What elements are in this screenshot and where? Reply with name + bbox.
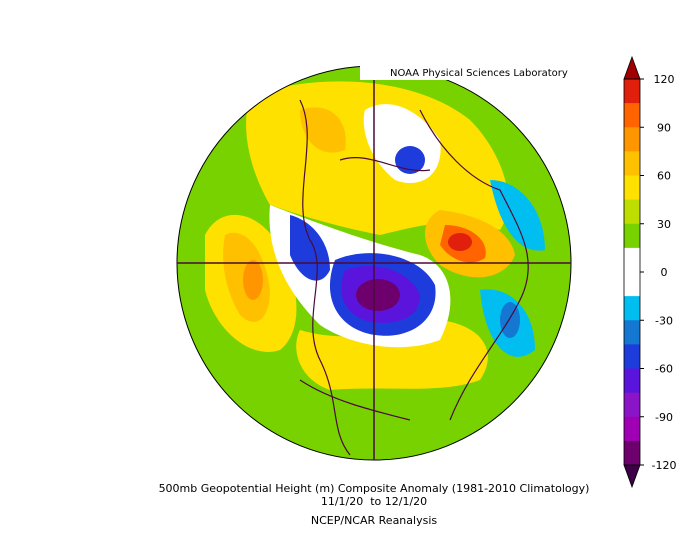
caption-title: 500mb Geopotential Height (m) Composite … (159, 482, 590, 495)
colorbar-band (624, 392, 640, 418)
colorbar-tick-label: 30 (657, 218, 671, 231)
colorbar-tick-label: 120 (654, 73, 675, 86)
colorbar-band (624, 416, 640, 442)
colorbar-band (624, 127, 640, 152)
colorbar-band (624, 103, 640, 128)
colorbar-tick-label: 60 (657, 170, 671, 183)
colorbar-band (624, 175, 640, 201)
colorbar-tick-label: -30 (655, 314, 673, 327)
colorbar-tick-label: -90 (655, 411, 673, 424)
colorbar: 120 90 60 30 0 -30 -60 -90 -120 (623, 55, 677, 489)
colorbar-band (624, 272, 640, 297)
colorbar-band (624, 151, 640, 176)
colorbar-band (624, 320, 640, 345)
colorbar-band (624, 247, 640, 273)
colorbar-band (624, 199, 640, 225)
colorbar-band (624, 440, 640, 466)
colorbar-band (624, 344, 640, 369)
caption-source: NCEP/NCAR Reanalysis (311, 514, 437, 527)
colorbar-under (623, 464, 641, 489)
colorbar-band (624, 79, 640, 104)
colorbar-band (624, 368, 640, 394)
colorbar-tick-label: -60 (655, 363, 673, 376)
colorbar-tick-label: 90 (657, 121, 671, 134)
credit: NOAA Physical Sciences Laboratory (390, 68, 568, 79)
caption-dates: 11/1/20 to 12/1/20 (321, 495, 427, 508)
colorbar-over (623, 55, 641, 80)
colorbar-tick-label: 0 (661, 266, 668, 279)
credit-box (360, 65, 570, 80)
colorbar-band (624, 223, 640, 249)
anomaly-map (177, 66, 571, 460)
colorbar-band (624, 296, 640, 321)
colorbar-tick-label: -120 (652, 459, 677, 472)
